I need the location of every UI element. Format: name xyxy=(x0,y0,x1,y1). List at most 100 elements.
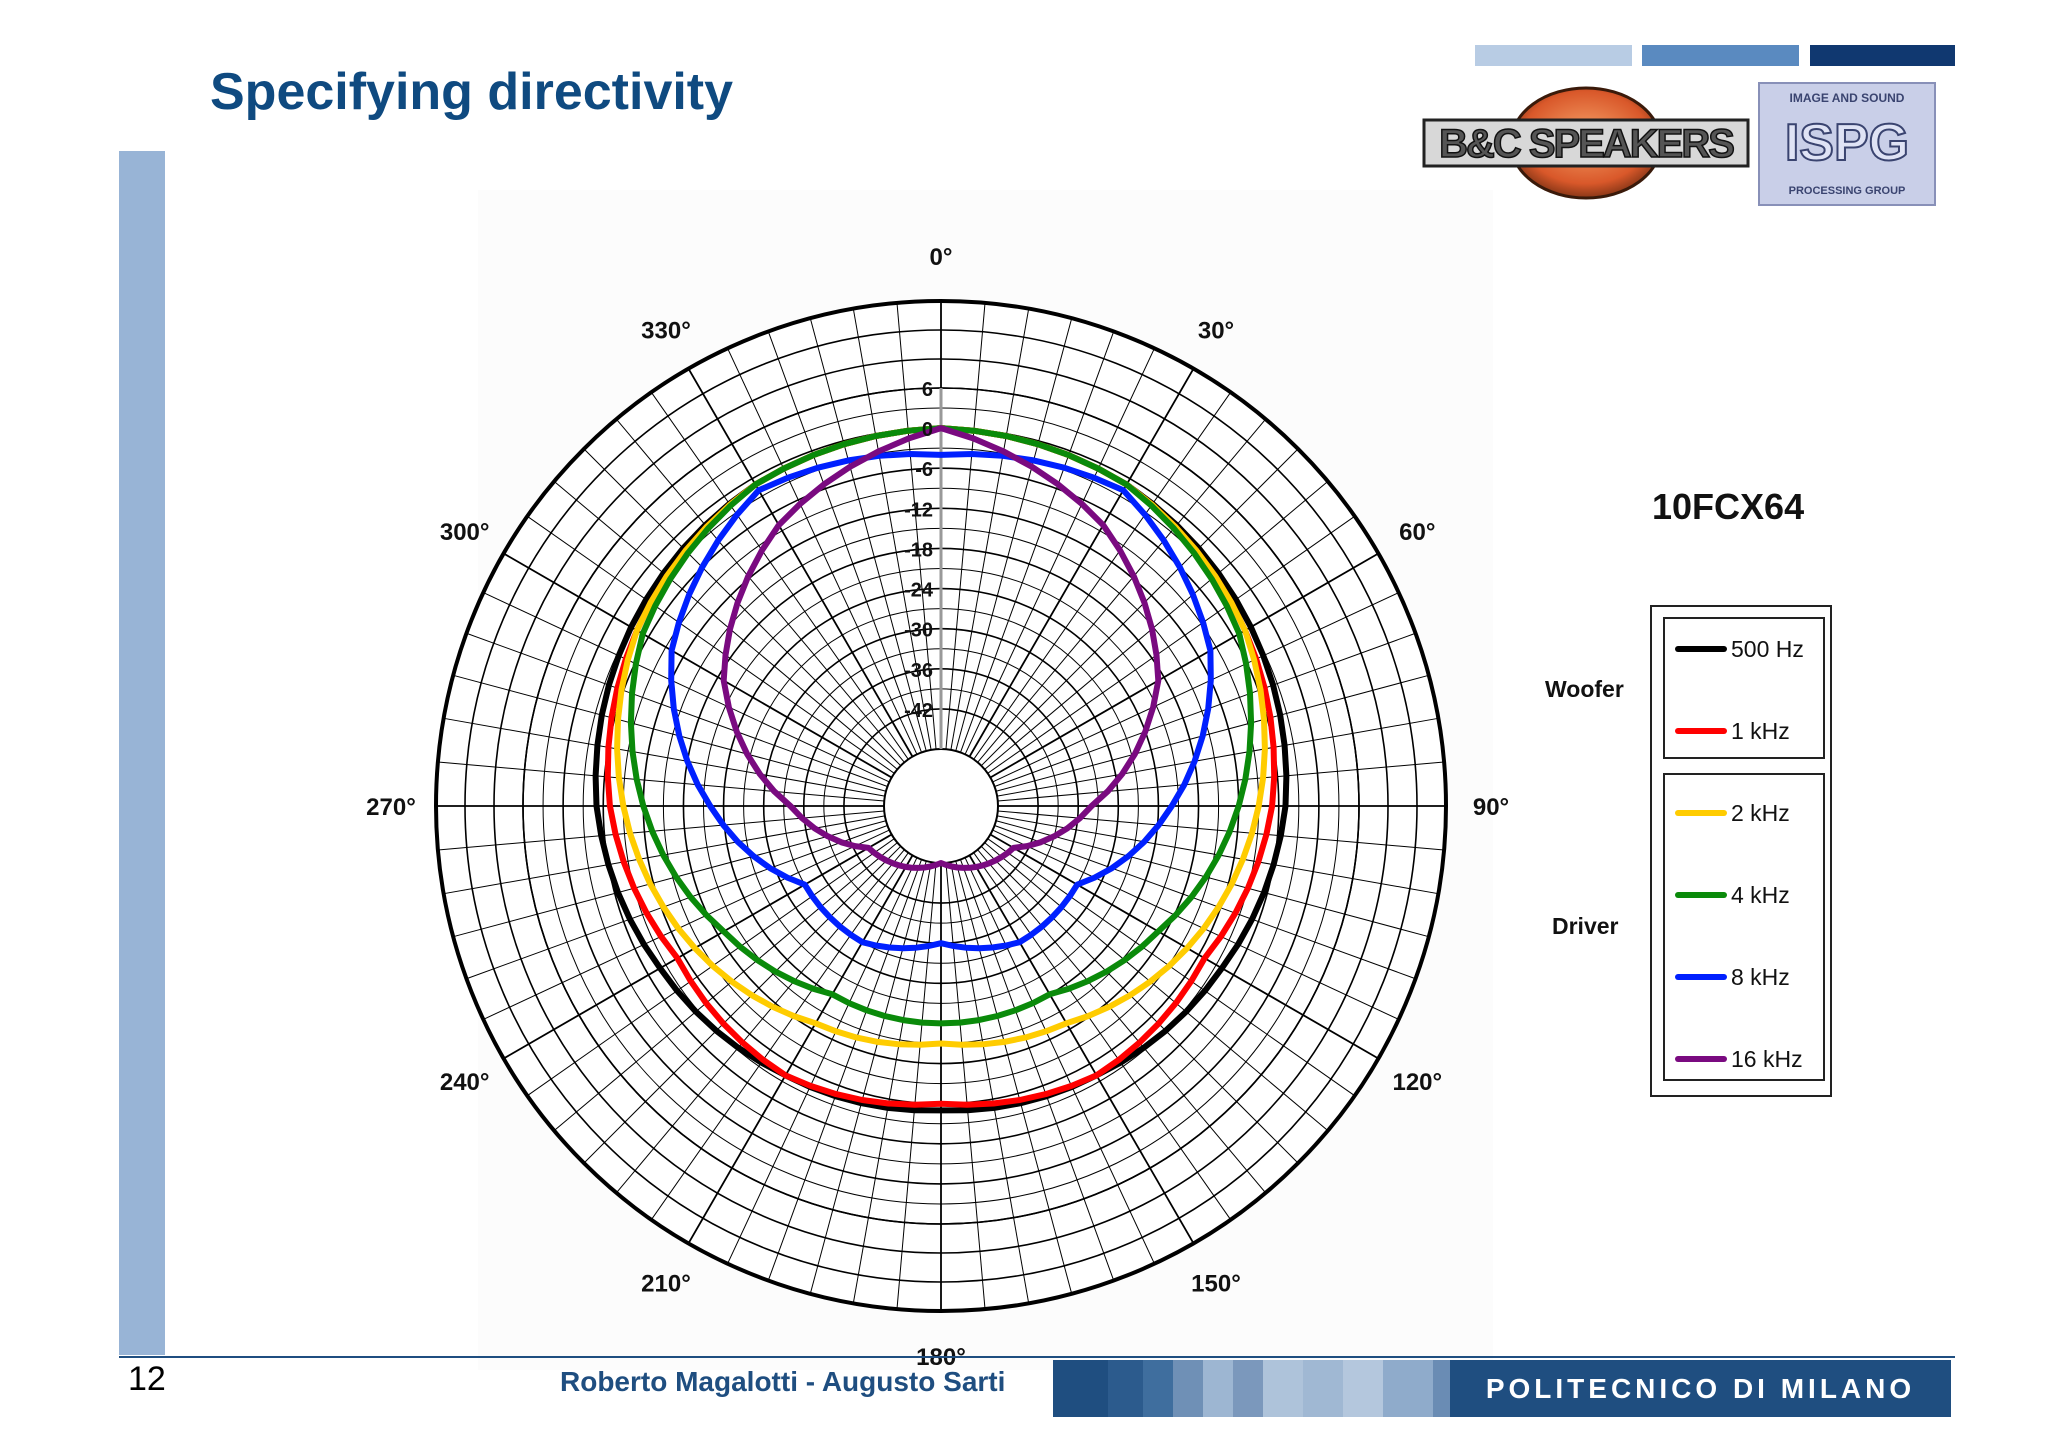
angle-tick-label: 90° xyxy=(1473,794,1509,821)
grid-spoke xyxy=(992,829,1399,1020)
legend-item: 2 kHz xyxy=(1675,798,1790,828)
grid-spoke xyxy=(945,302,986,750)
angle-tick-label: 0° xyxy=(930,244,953,271)
legend-item: 1 kHz xyxy=(1675,716,1790,746)
grid-spoke xyxy=(995,820,1429,938)
grid-spoke xyxy=(466,825,888,980)
grid-spoke xyxy=(960,859,1115,1281)
header-bar-light xyxy=(1475,45,1632,66)
footer-institution: POLITECNICO DI MILANO xyxy=(1450,1360,1951,1417)
series-line-8-khz xyxy=(668,451,1214,952)
grid-spoke xyxy=(852,308,932,750)
radial-tick-label: -18 xyxy=(904,539,933,561)
legend-woofer-box xyxy=(1663,617,1825,759)
grid-spoke xyxy=(977,418,1266,763)
radial-tick-label: -30 xyxy=(904,620,933,642)
grid-spoke xyxy=(483,829,890,1020)
legend-label: 8 kHz xyxy=(1731,963,1790,990)
legend-swatch xyxy=(1675,810,1727,816)
grid-spoke xyxy=(687,368,914,758)
grid-spoke xyxy=(964,857,1155,1264)
grid-spoke xyxy=(960,331,1115,753)
grid-spoke xyxy=(984,481,1329,770)
grid-spoke xyxy=(767,859,922,1281)
grid-spoke xyxy=(483,592,890,783)
footer-authors: Roberto Magalotti - Augusto Sarti xyxy=(560,1366,1006,1397)
legend-item: 4 kHz xyxy=(1675,880,1790,910)
grid-spoke xyxy=(980,845,1299,1164)
legend-swatch xyxy=(1675,1056,1727,1062)
svg-text:ISPG: ISPG xyxy=(1785,114,1909,172)
legend-swatch xyxy=(1675,646,1727,652)
grid-spoke xyxy=(968,368,1195,758)
angle-tick-label: 150° xyxy=(1191,1270,1241,1297)
grid-spoke xyxy=(727,857,918,1264)
header-bar-mid xyxy=(1642,45,1799,66)
grid-spoke xyxy=(964,348,1155,755)
legend-label: 500 Hz xyxy=(1731,635,1804,662)
grid-spoke xyxy=(989,833,1379,1060)
grid-spoke xyxy=(973,392,1232,760)
grid-spoke xyxy=(973,852,1232,1220)
legend-label: 2 kHz xyxy=(1731,799,1790,826)
grid-spoke xyxy=(896,302,937,750)
grid-spoke xyxy=(989,552,1379,779)
header-bar-dark xyxy=(1810,45,1955,66)
grid-spoke xyxy=(955,860,1073,1294)
slide-title: Specifying directivity xyxy=(210,63,734,121)
grid-spoke xyxy=(553,842,898,1131)
grid-spoke xyxy=(616,849,905,1194)
legend-item: 500 Hz xyxy=(1675,634,1804,664)
grid-spoke xyxy=(945,862,986,1310)
grid-spoke xyxy=(650,852,909,1220)
grid-spoke xyxy=(950,308,1030,750)
grid-spoke xyxy=(995,674,1429,792)
legend-swatch xyxy=(1675,892,1727,898)
angle-tick-label: 270° xyxy=(366,794,416,821)
legend-swatch xyxy=(1675,728,1727,734)
angle-tick-label: 120° xyxy=(1392,1069,1442,1096)
legend-group-woofer: Woofer xyxy=(1545,676,1624,702)
grid-spoke xyxy=(527,515,895,774)
legend-label: 16 kHz xyxy=(1731,1045,1803,1072)
grid-spoke xyxy=(994,825,1416,980)
grid-spoke xyxy=(503,552,893,779)
footer-gradient-strip xyxy=(1053,1360,1951,1417)
radial-tick-label: -12 xyxy=(904,499,933,521)
grid-spoke xyxy=(997,717,1439,797)
footer-rule xyxy=(119,1356,1955,1358)
grid-spoke xyxy=(809,318,927,752)
page-number: 12 xyxy=(128,1360,166,1398)
angle-tick-label: 330° xyxy=(641,318,691,345)
grid-spoke xyxy=(896,862,937,1310)
radial-tick-label: -6 xyxy=(915,459,933,481)
grid-spoke xyxy=(503,833,893,1060)
series-line-16-khz xyxy=(720,425,1162,871)
svg-text:IMAGE AND SOUND: IMAGE AND SOUND xyxy=(1790,91,1905,105)
radial-tick-label: 6 xyxy=(922,379,933,401)
bc-speakers-logo: B&C SPEAKERS xyxy=(1420,86,1752,200)
grid-spoke xyxy=(980,448,1299,767)
angle-tick-label: 30° xyxy=(1198,318,1234,345)
legend-label: 4 kHz xyxy=(1731,881,1790,908)
grid-spoke xyxy=(553,481,898,770)
legend-swatch xyxy=(1675,974,1727,980)
grid-spoke xyxy=(453,820,887,938)
grid-spoke xyxy=(650,392,909,760)
angle-tick-label: 60° xyxy=(1399,519,1435,546)
grid-spoke xyxy=(443,717,885,797)
grid-spoke xyxy=(583,845,902,1164)
radial-tick-label: -36 xyxy=(904,660,933,682)
grid-spoke xyxy=(977,849,1266,1194)
grid-spoke xyxy=(453,674,887,792)
grid-spoke xyxy=(997,761,1445,802)
radial-tick-label: -42 xyxy=(904,700,933,722)
legend-group-driver: Driver xyxy=(1552,913,1619,939)
grid-spoke xyxy=(852,862,932,1304)
legend-label: 1 kHz xyxy=(1731,717,1790,744)
grid-spoke xyxy=(809,860,927,1294)
grid-spoke xyxy=(997,810,1445,851)
center-hole xyxy=(883,748,999,864)
radial-tick-label: -24 xyxy=(904,580,934,602)
grid-spoke xyxy=(992,592,1399,783)
